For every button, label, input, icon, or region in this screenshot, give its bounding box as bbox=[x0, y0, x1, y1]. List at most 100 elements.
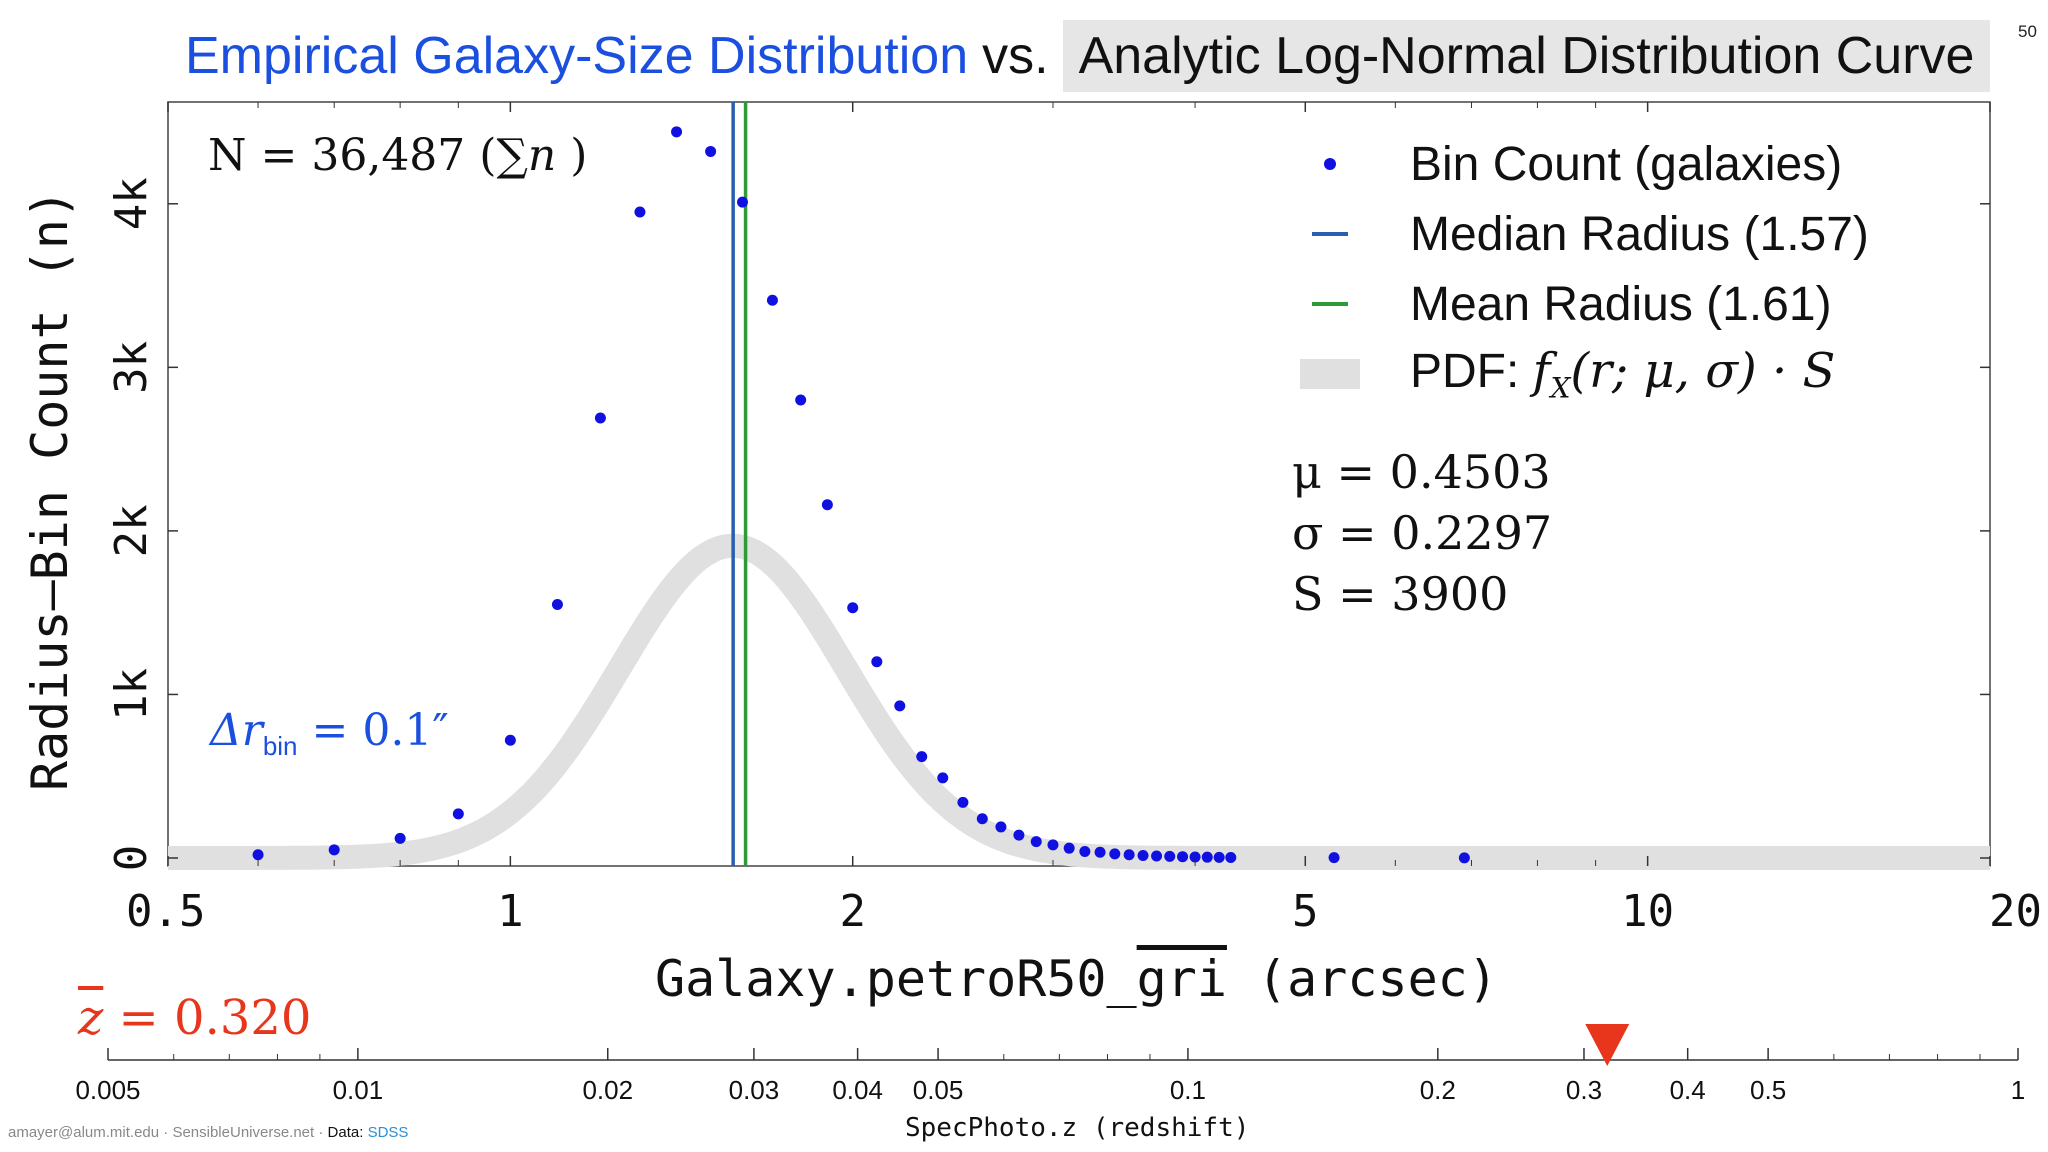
delta-r-value: = 0.1″ bbox=[297, 705, 449, 756]
legend-dot-icon bbox=[1324, 158, 1336, 170]
redshift-tick-label: 0.05 bbox=[913, 1075, 964, 1105]
n-close: ) bbox=[570, 130, 588, 181]
param-s: S = 3900 bbox=[1292, 567, 1509, 621]
data-point bbox=[894, 700, 906, 712]
n-total-text: N = 36,487 ( bbox=[208, 130, 497, 181]
mean-redshift-label: z = 0.320 bbox=[78, 990, 311, 1046]
y-tick-label: 1k bbox=[106, 668, 157, 721]
chart-title: Empirical Galaxy-Size Distribution vs. A… bbox=[185, 18, 1991, 94]
redshift-tick-label: 0.2 bbox=[1420, 1075, 1456, 1105]
redshift-tick-label: 0.02 bbox=[582, 1075, 633, 1105]
y-tick-label: 3k bbox=[106, 341, 157, 394]
title-part-vs: vs. bbox=[982, 27, 1049, 85]
data-point bbox=[871, 656, 883, 668]
mean-redshift-marker bbox=[1585, 1024, 1630, 1066]
data-point bbox=[1013, 829, 1025, 841]
data-point bbox=[937, 772, 949, 784]
n-var: n bbox=[527, 130, 557, 181]
data-point bbox=[1177, 851, 1189, 863]
y-axis-label-text: Radius–Bin Count (n) bbox=[21, 188, 79, 792]
legend-pdf-f: f bbox=[1532, 343, 1551, 400]
data-point bbox=[705, 145, 717, 157]
legend-item-bin-count: Bin Count (galaxies) bbox=[1290, 134, 1842, 194]
x-tick-label: 0.5 bbox=[126, 886, 205, 937]
x-axis-label-gri: gri bbox=[1136, 950, 1227, 1008]
legend-item-pdf: PDF: fX(r; μ, σ) · S bbox=[1290, 343, 1835, 405]
redshift-tick-label: 0.03 bbox=[729, 1075, 780, 1105]
data-point bbox=[736, 196, 748, 208]
y-tick-label: 4k bbox=[106, 177, 157, 230]
param-mu: μ = 0.4503 bbox=[1292, 445, 1551, 499]
zbar-symbol: z bbox=[78, 990, 104, 1046]
redshift-tick-label: 0.04 bbox=[832, 1075, 883, 1105]
data-point bbox=[1030, 836, 1042, 848]
redshift-tick-label: 1 bbox=[2011, 1075, 2025, 1105]
data-point bbox=[821, 499, 833, 511]
footer-credit: amayer@alum.mit.edu · SensibleUniverse.n… bbox=[8, 1124, 408, 1141]
data-point bbox=[1151, 850, 1163, 862]
data-point bbox=[1063, 842, 1075, 854]
redshift-tick-label: 0.4 bbox=[1670, 1075, 1706, 1105]
legend-label-bin-count: Bin Count (galaxies) bbox=[1410, 137, 1843, 191]
data-point bbox=[551, 598, 563, 610]
redshift-axis-label: SpecPhoto.z (redshift) bbox=[905, 1113, 1250, 1143]
y-axis-label: Radius–Bin Count (n) bbox=[21, 189, 79, 791]
footer-data-source[interactable]: SDSS bbox=[367, 1124, 409, 1141]
data-point bbox=[504, 734, 516, 746]
x-axis-label-post: (arcsec) bbox=[1226, 950, 1498, 1008]
data-point bbox=[1164, 850, 1176, 862]
legend-pdf-band-icon bbox=[1300, 359, 1360, 389]
data-point bbox=[1213, 851, 1225, 863]
redshift-tick-label: 0.01 bbox=[333, 1075, 384, 1105]
data-point bbox=[995, 821, 1007, 833]
pdf-curve bbox=[160, 533, 1998, 870]
delta-r-symbol: Δr bbox=[210, 705, 263, 756]
x-axis-label: Galaxy.petroR50_gri (arcsec) bbox=[655, 950, 1498, 1008]
total-count-annotation: N = 36,487 (∑n ) bbox=[208, 130, 587, 181]
data-point bbox=[1458, 852, 1470, 864]
data-point bbox=[1123, 849, 1135, 861]
y-tick-label: 2k bbox=[106, 504, 157, 557]
data-point bbox=[1079, 845, 1091, 857]
data-point bbox=[795, 394, 807, 406]
data-point bbox=[671, 126, 683, 138]
x-axis-label-pre: Galaxy.petroR50_ bbox=[655, 950, 1137, 1008]
x-tick-label: 2 bbox=[839, 886, 866, 937]
data-point bbox=[1201, 851, 1213, 863]
data-point bbox=[1047, 839, 1059, 851]
data-point bbox=[1109, 848, 1121, 860]
zbar-value: = 0.320 bbox=[103, 990, 312, 1046]
legend-median-line-icon bbox=[1312, 232, 1348, 236]
redshift-tick-label: 0.1 bbox=[1170, 1075, 1206, 1105]
param-sigma: σ = 0.2297 bbox=[1292, 506, 1553, 560]
data-point bbox=[634, 206, 646, 218]
legend-item-mean: Mean Radius (1.61) bbox=[1290, 274, 1832, 334]
legend-label-mean: Mean Radius (1.61) bbox=[1410, 277, 1832, 331]
legend-pdf-prefix: PDF: bbox=[1410, 345, 1533, 399]
data-point bbox=[1094, 846, 1106, 858]
legend-pdf-sub: X bbox=[1550, 371, 1571, 405]
data-point bbox=[394, 832, 406, 844]
data-point bbox=[1328, 852, 1340, 864]
x-tick-label: 10 bbox=[1621, 886, 1674, 937]
legend-item-median: Median Radius (1.57) bbox=[1290, 204, 1869, 264]
legend-mean-line-icon bbox=[1312, 302, 1348, 306]
data-point bbox=[328, 844, 340, 856]
title-part-analytic: Analytic Log-Normal Distribution Curve bbox=[1062, 20, 1991, 92]
data-point bbox=[1189, 851, 1201, 863]
x-tick-label: 20 bbox=[1989, 886, 2042, 937]
y-tick-label: 0 bbox=[106, 845, 157, 872]
data-point bbox=[847, 602, 859, 614]
x-tick-label: 5 bbox=[1292, 886, 1319, 937]
data-point bbox=[766, 294, 778, 306]
data-point bbox=[1225, 852, 1237, 864]
data-point bbox=[252, 849, 264, 861]
footer-data-label: Data: bbox=[327, 1124, 368, 1141]
n-sum-symbol: ∑ bbox=[496, 130, 528, 181]
data-point bbox=[976, 813, 988, 825]
data-point bbox=[916, 751, 928, 763]
data-point bbox=[1137, 850, 1149, 862]
redshift-tick-label: 0.3 bbox=[1566, 1075, 1602, 1105]
